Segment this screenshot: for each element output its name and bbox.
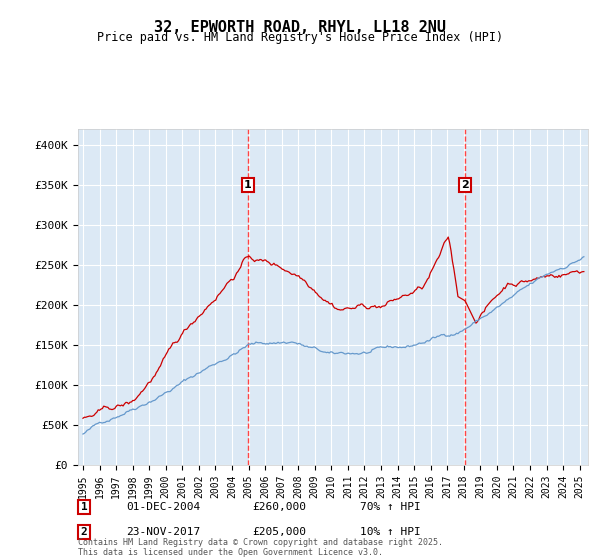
- Text: 70% ↑ HPI: 70% ↑ HPI: [360, 502, 421, 512]
- Text: 2: 2: [461, 180, 469, 190]
- Text: 23-NOV-2017: 23-NOV-2017: [126, 527, 200, 537]
- Text: 01-DEC-2004: 01-DEC-2004: [126, 502, 200, 512]
- Text: 10% ↑ HPI: 10% ↑ HPI: [360, 527, 421, 537]
- Text: 32, EPWORTH ROAD, RHYL, LL18 2NU: 32, EPWORTH ROAD, RHYL, LL18 2NU: [154, 20, 446, 35]
- Text: Contains HM Land Registry data © Crown copyright and database right 2025.
This d: Contains HM Land Registry data © Crown c…: [78, 538, 443, 557]
- Text: 1: 1: [244, 180, 251, 190]
- Text: £260,000: £260,000: [252, 502, 306, 512]
- Text: Price paid vs. HM Land Registry's House Price Index (HPI): Price paid vs. HM Land Registry's House …: [97, 31, 503, 44]
- Text: 1: 1: [80, 502, 88, 512]
- Text: 2: 2: [80, 527, 88, 537]
- Text: £205,000: £205,000: [252, 527, 306, 537]
